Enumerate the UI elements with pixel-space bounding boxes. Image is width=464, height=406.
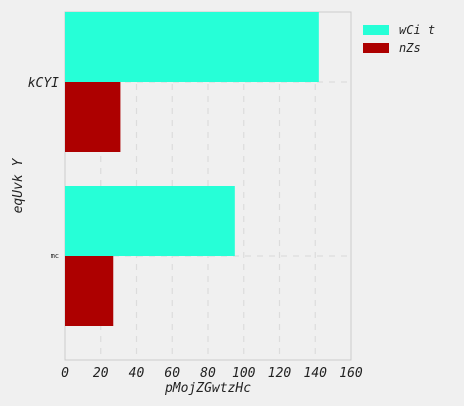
legend-label-wCi-t: wCi t <box>399 23 435 37</box>
bars <box>65 12 319 326</box>
legend-swatch-nZs <box>363 43 389 53</box>
x-tick-label-20: 20 <box>93 366 109 381</box>
category-label-mc: mc <box>51 252 59 260</box>
x-tick-label-40: 40 <box>129 366 145 381</box>
legend: wCi t nZs <box>363 23 435 55</box>
x-axis-label: pMojZGwtzHc <box>164 381 251 396</box>
x-ticks: 0 20 40 60 80 100 120 140 160 <box>61 366 363 381</box>
x-tick-label-120: 120 <box>268 366 292 381</box>
bar-nZs-mc <box>65 256 114 326</box>
x-tick-label-0: 0 <box>61 366 69 381</box>
category-label-kCYI: kCYI <box>28 76 59 91</box>
category-labels: kCYI mc <box>28 76 59 260</box>
x-tick-label-80: 80 <box>200 366 216 381</box>
y-axis-label: eqUvk Y <box>11 157 26 213</box>
x-tick-label-140: 140 <box>304 366 328 381</box>
bar-wCi-t-kCYI <box>65 12 319 82</box>
bar-wCi-t-mc <box>65 186 235 256</box>
legend-label-nZs: nZs <box>399 41 421 55</box>
legend-swatch-wCi-t <box>363 25 389 35</box>
x-tick-label-160: 160 <box>339 366 363 381</box>
bar-nZs-kCYI <box>65 82 121 152</box>
x-tick-label-60: 60 <box>164 366 180 381</box>
x-tick-label-100: 100 <box>232 366 256 381</box>
